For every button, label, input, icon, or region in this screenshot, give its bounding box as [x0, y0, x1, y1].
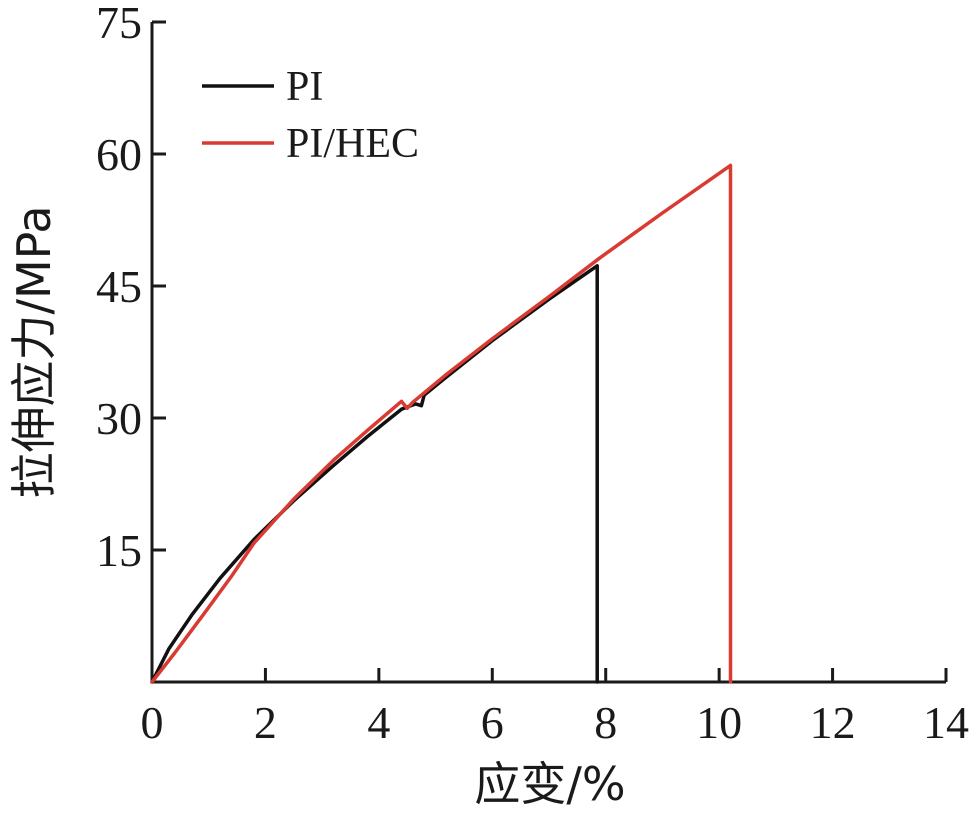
- series-line-pi: [150, 264, 599, 684]
- y-tick-label: 75: [96, 0, 142, 48]
- x-tick-label: 4: [367, 697, 390, 748]
- x-tick-label: 10: [696, 697, 742, 748]
- legend: PI PI/HEC: [202, 64, 419, 167]
- x-ticks: 0 2 4 6 8 10 12 14: [141, 668, 969, 748]
- series-layer: [150, 163, 733, 684]
- y-ticks: 15 30 45 60 75: [96, 0, 166, 576]
- x-tick-label: 8: [594, 697, 617, 748]
- y-axis-title: 拉伸应力/MPa: [7, 205, 61, 498]
- axes: [150, 22, 946, 684]
- legend-label: PI: [286, 64, 323, 110]
- y-tick-label: 15: [96, 525, 142, 576]
- y-tick-label: 45: [96, 261, 142, 312]
- x-tick-label: 12: [810, 697, 856, 748]
- legend-label: PI/HEC: [286, 121, 419, 167]
- x-tick-label: 14: [923, 697, 969, 748]
- series-line-pi-hec: [150, 163, 733, 684]
- x-axis-title: 应变/%: [474, 757, 625, 811]
- x-tick-label: 6: [481, 697, 504, 748]
- x-tick-label: 2: [254, 697, 277, 748]
- x-tick-label: 0: [141, 697, 164, 748]
- y-tick-label: 30: [96, 393, 142, 444]
- y-tick-label: 60: [96, 129, 142, 180]
